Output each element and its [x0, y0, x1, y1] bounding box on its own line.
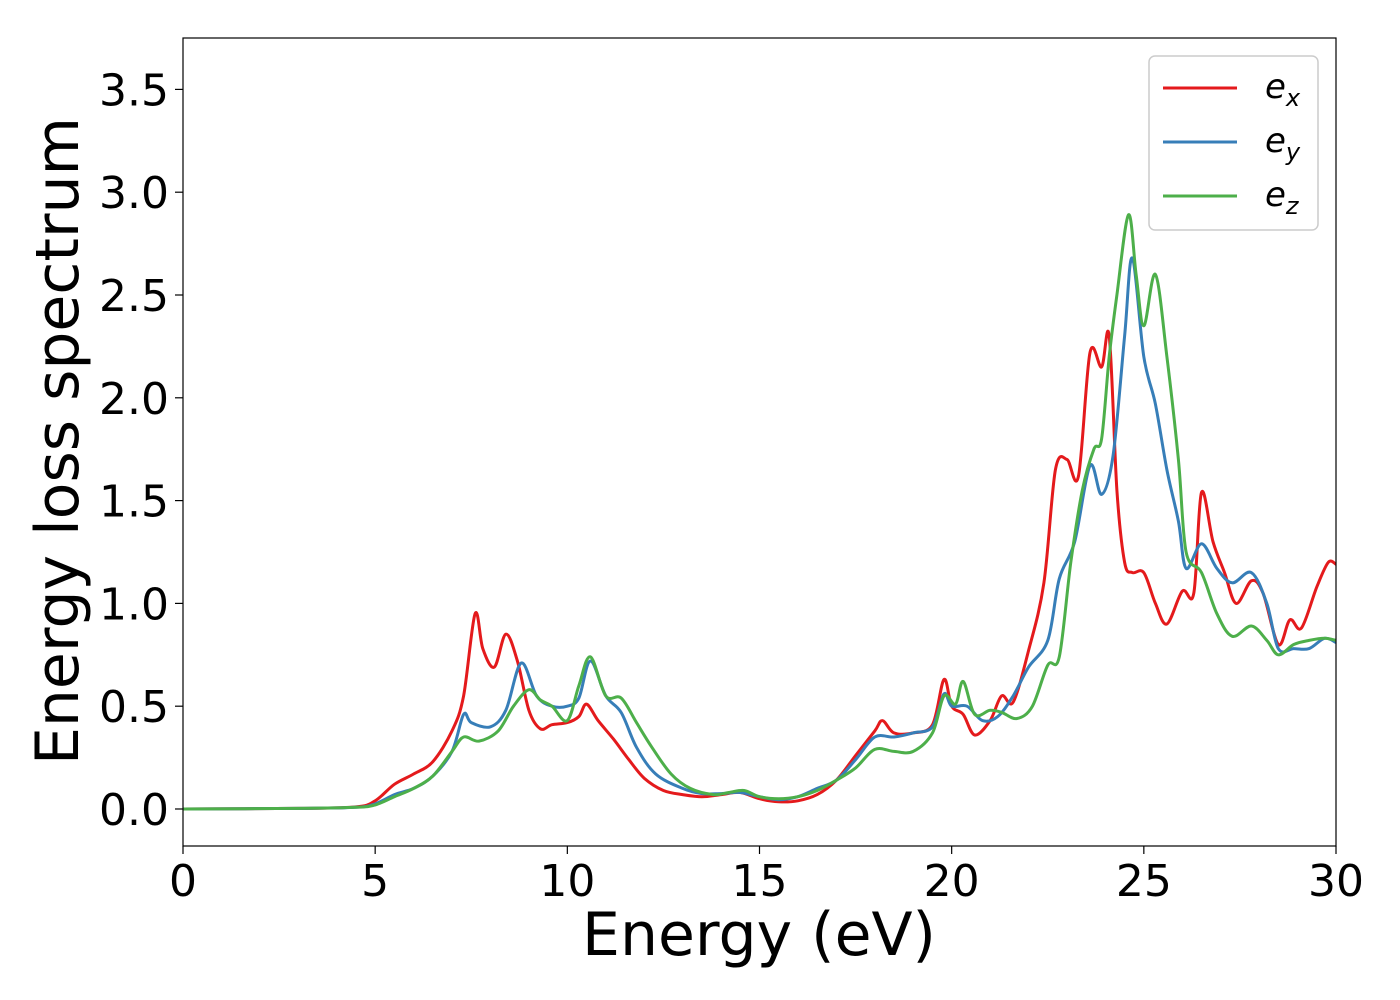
x-axis-title: Energy (eV): [582, 900, 936, 970]
y-axis-title: Energy loss spectrum: [23, 117, 93, 765]
x-tick-label: 30: [1308, 856, 1364, 907]
series-line-ey: [183, 256, 1336, 811]
y-tick-label: 2.5: [99, 271, 169, 322]
y-tick-label: 3.5: [99, 65, 169, 116]
x-tick-label: 20: [924, 856, 980, 907]
y-tick-label: 1.0: [99, 579, 169, 630]
x-tick-label: 15: [732, 856, 788, 907]
series-line-ez: [183, 213, 1336, 811]
y-tick-label: 3.0: [99, 168, 169, 219]
y-tick-label: 1.5: [99, 477, 169, 528]
legend-label-ex: ex: [1265, 67, 1301, 112]
y-tick-label: 2.0: [99, 374, 169, 425]
y-tick-label: 0.0: [99, 785, 169, 836]
x-tick-label: 25: [1116, 856, 1172, 907]
legend-label-ey: ey: [1265, 121, 1301, 166]
series-line-ex: [183, 329, 1336, 811]
legend-label-ez: ez: [1265, 175, 1300, 220]
y-tick-label: 0.5: [99, 682, 169, 733]
x-axis: 0 5 10 15 20 25 30: [169, 846, 1364, 907]
x-tick-label: 10: [539, 856, 595, 907]
legend: ex ey ez: [1148, 55, 1319, 231]
y-axis: 0.0 0.5 1.0 1.5 2.0 2.5 3.0 3.5: [99, 65, 183, 836]
x-tick-label: 5: [361, 856, 389, 907]
x-tick-label: 0: [169, 856, 197, 907]
